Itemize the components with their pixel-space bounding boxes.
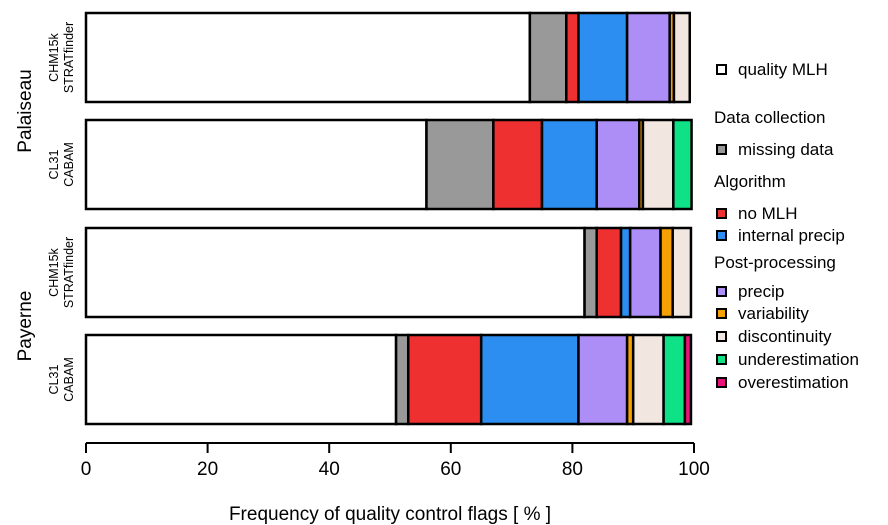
bar-segment-no-mlh bbox=[406, 333, 483, 426]
x-axis-label: Frequency of quality control flags [ % ] bbox=[229, 504, 551, 525]
row-label: CHM15kSTRATfinder bbox=[47, 22, 76, 93]
legend-label: no MLH bbox=[738, 204, 798, 223]
legend-label: quality MLH bbox=[738, 60, 828, 79]
row-label: CL31CABAM bbox=[47, 357, 76, 401]
bar-segment-quality-mlh bbox=[84, 118, 428, 211]
group-label: Payerne bbox=[15, 291, 36, 362]
legend-label: discontinuity bbox=[738, 327, 832, 346]
bar-segment-internal-precip bbox=[479, 333, 580, 426]
legend-swatch bbox=[716, 354, 727, 365]
bar-segment-no-mlh bbox=[565, 11, 580, 104]
x-tick-label: 20 bbox=[197, 459, 218, 480]
row-label-line: CHM15k bbox=[47, 32, 61, 81]
bar-segment-missing-data bbox=[394, 333, 410, 426]
bar-segment-discontinuity bbox=[672, 11, 691, 104]
row-label-line: STRATfinder bbox=[62, 237, 76, 308]
x-tick-label: 100 bbox=[678, 459, 710, 480]
bar-segment-no-mlh bbox=[595, 226, 623, 319]
legend-heading: Data collection bbox=[714, 108, 826, 127]
legend-swatch bbox=[716, 64, 727, 75]
legend-swatch bbox=[716, 286, 727, 297]
bar-segment-missing-data bbox=[425, 118, 495, 211]
legend-swatch bbox=[716, 308, 727, 319]
row-label-line: CABAM bbox=[62, 142, 76, 186]
row-label: CL31CABAM bbox=[47, 142, 76, 186]
bar-segment-quality-mlh bbox=[84, 333, 398, 426]
bar-segment-precip bbox=[595, 118, 641, 211]
row-label: CHM15kSTRATfinder bbox=[47, 237, 76, 308]
bar-segment-quality-mlh bbox=[84, 226, 586, 319]
row-label-line: CABAM bbox=[62, 357, 76, 401]
row-label-line: CL31 bbox=[47, 365, 61, 395]
bar-segment-quality-mlh bbox=[84, 11, 532, 104]
group-label: Palaiseau bbox=[15, 69, 36, 152]
bar-segment-missing-data bbox=[583, 226, 598, 319]
legend-label: missing data bbox=[738, 140, 834, 159]
bar-segment-discontinuity bbox=[631, 333, 665, 426]
legend-label: overestimation bbox=[738, 373, 849, 392]
legend-label: internal precip bbox=[738, 226, 845, 245]
legend-label: variability bbox=[738, 304, 809, 323]
bar-segment-overestimation bbox=[683, 333, 693, 426]
bar-segment-no-mlh bbox=[492, 118, 544, 211]
x-tick-label: 60 bbox=[440, 459, 461, 480]
bar-segment-underestimation bbox=[662, 333, 687, 426]
row-label-line: STRATfinder bbox=[62, 22, 76, 93]
bar-segment-discontinuity bbox=[671, 226, 693, 319]
bar-segment-precip bbox=[577, 333, 629, 426]
legend-swatch bbox=[716, 144, 727, 155]
legend-label: underestimation bbox=[738, 350, 859, 369]
bar-segment-missing-data bbox=[528, 11, 568, 104]
legend-label: precip bbox=[738, 282, 785, 301]
x-tick-label: 40 bbox=[319, 459, 340, 480]
legend-swatch bbox=[716, 208, 727, 219]
bar-segment-variability bbox=[659, 226, 674, 319]
x-tick-label: 0 bbox=[81, 459, 92, 480]
x-tick-label: 80 bbox=[562, 459, 583, 480]
bar-segment-internal-precip bbox=[540, 118, 598, 211]
bar-segment-internal-precip bbox=[619, 226, 632, 319]
legend-swatch bbox=[716, 230, 727, 241]
row-label-line: CL31 bbox=[47, 150, 61, 180]
row-label-line: CHM15k bbox=[47, 247, 61, 296]
bar-segment-internal-precip bbox=[577, 11, 629, 104]
bar-segment-precip bbox=[625, 11, 671, 104]
legend-heading: Post-processing bbox=[714, 253, 836, 272]
legend-swatch bbox=[716, 331, 727, 342]
bar-segment-precip bbox=[628, 226, 662, 319]
legend-heading: Algorithm bbox=[714, 172, 786, 191]
bar-segment-discontinuity bbox=[641, 118, 675, 211]
bar-segment-underestimation bbox=[672, 118, 693, 211]
legend-swatch bbox=[716, 377, 727, 388]
